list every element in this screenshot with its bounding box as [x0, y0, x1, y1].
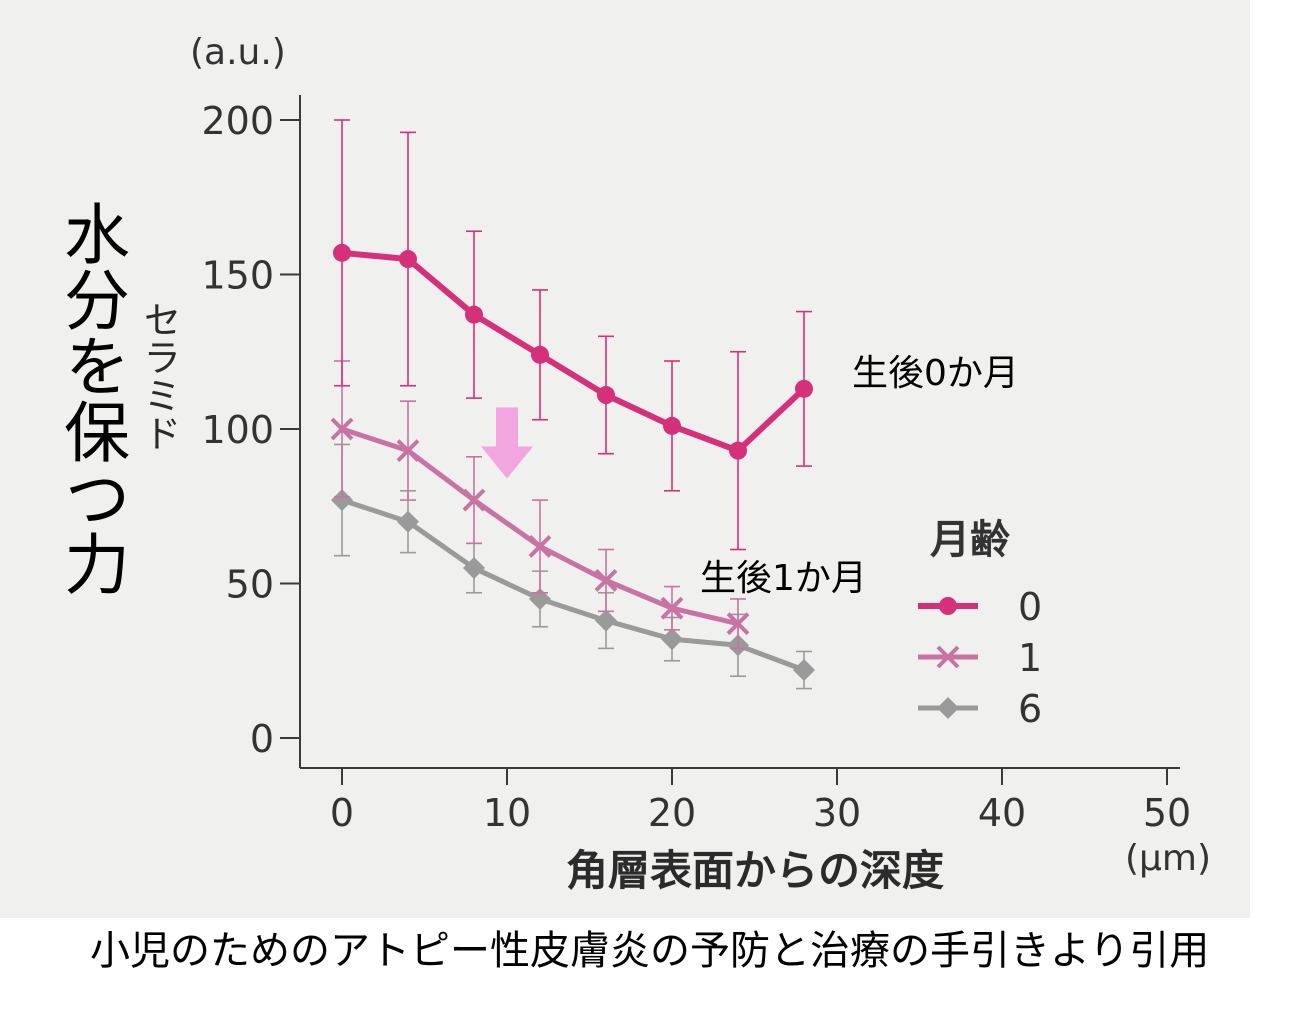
x-tick-label: 40: [978, 791, 1026, 835]
data-point: [331, 489, 353, 512]
data-point: [463, 557, 485, 580]
data-point: [660, 596, 684, 620]
data-point: [399, 250, 417, 269]
annotation-1-month: 生後1か月: [700, 558, 867, 599]
data-point: [793, 659, 815, 682]
annotation-0-month: 生後0か月: [852, 353, 1019, 394]
legend-marker: [936, 645, 960, 669]
down-arrow: [481, 407, 533, 479]
y-axis-label: セラミド: [137, 300, 181, 452]
series-0: [333, 119, 813, 551]
legend-marker-stroke: [936, 645, 960, 669]
x-axis-label: 角層表面からの深度: [566, 846, 944, 895]
legend-label: 0: [1018, 585, 1042, 629]
y-tick-label: 150: [201, 254, 274, 298]
data-point: [795, 379, 813, 398]
data-point: [397, 510, 419, 533]
data-point-stroke: [462, 488, 486, 512]
data-point: [594, 568, 618, 592]
data-point-stroke: [726, 612, 750, 636]
legend-item-1: 1: [918, 636, 1042, 680]
series-1: [330, 360, 750, 650]
y-tick-label: 200: [201, 99, 274, 143]
data-point: [396, 439, 420, 463]
y-tick-label: 100: [201, 408, 274, 452]
data-point: [465, 305, 483, 324]
data-point-stroke: [594, 568, 618, 592]
series-line-0: [341, 249, 807, 454]
source-caption: 小児のためのアトピー性皮膚炎の予防と治療の手引きより引用: [90, 928, 1210, 974]
x-tick-label: 10: [483, 791, 531, 835]
data-point: [528, 535, 552, 558]
y-tick-label: 0: [250, 717, 274, 761]
data-point: [531, 345, 549, 364]
data-point-stroke: [330, 417, 354, 441]
data-point: [663, 416, 681, 435]
series-line-6: [341, 497, 805, 673]
data-point-stroke: [396, 439, 420, 463]
legend-label: 1: [1018, 636, 1042, 680]
data-point: [462, 488, 486, 512]
data-point: [661, 628, 683, 651]
legend-item-6: 6: [918, 687, 1042, 731]
legend-title: 月齢: [930, 517, 1010, 563]
x-tick-label: 50: [1143, 791, 1191, 835]
scanned-figure-background: [0, 0, 1250, 918]
legend-marker: [937, 697, 959, 719]
legend-label: 6: [1018, 687, 1042, 731]
data-point: [726, 612, 750, 636]
x-axis-unit: (μm): [1125, 838, 1211, 879]
data-point: [595, 609, 617, 632]
data-point-stroke: [660, 596, 684, 620]
x-tick-label: 0: [330, 791, 354, 835]
data-point: [597, 386, 615, 405]
legend-marker: [939, 597, 957, 615]
x-tick-label: 30: [813, 791, 861, 835]
side-title: 水分を保つ力: [53, 200, 130, 596]
down-arrow-head: [481, 446, 533, 479]
data-point: [729, 441, 747, 460]
data-point: [333, 243, 351, 262]
data-point: [330, 417, 354, 441]
y-tick-label: 50: [226, 563, 274, 607]
legend: 月齢0 1 6: [918, 517, 1042, 731]
legend-item-0: 0: [918, 585, 1042, 629]
data-point-stroke: [528, 535, 552, 558]
x-tick-label: 20: [648, 791, 696, 835]
down-arrow-shaft: [496, 407, 518, 449]
y-axis-unit: (a.u.): [190, 32, 286, 73]
